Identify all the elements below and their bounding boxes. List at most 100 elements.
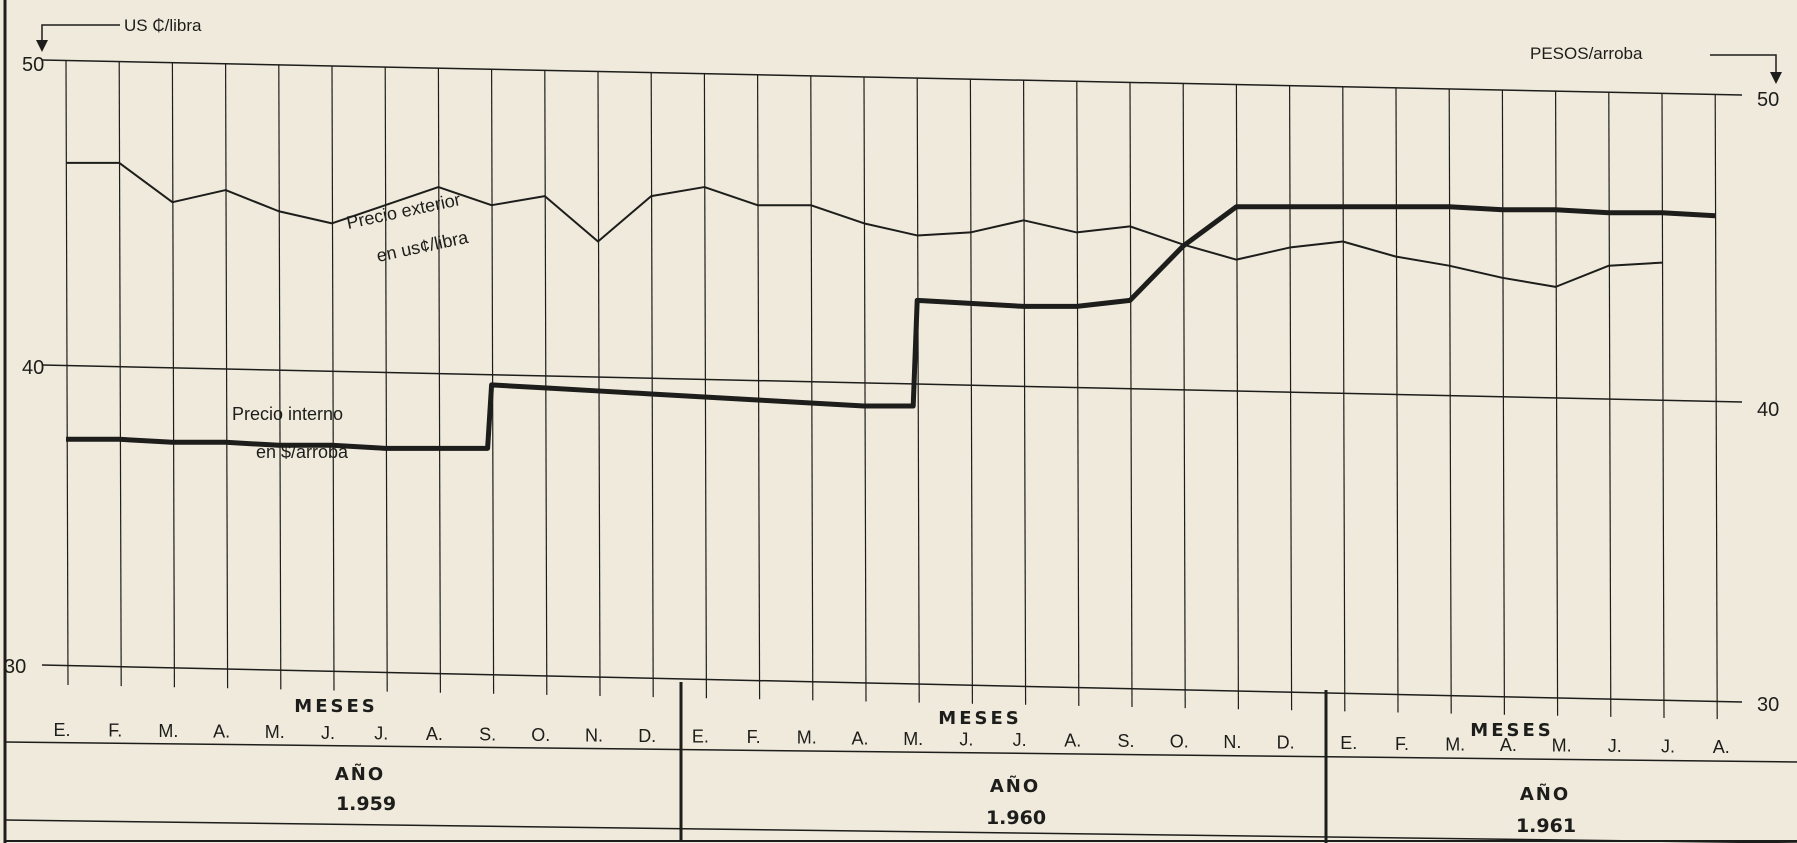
month-gridline [863, 76, 867, 702]
month-gridline [703, 73, 708, 699]
left-tick-50: 50 [22, 54, 44, 76]
month-label: A. [213, 722, 230, 742]
month-label: O. [1170, 732, 1189, 752]
month-gridline [650, 72, 654, 698]
month-gridline [65, 59, 69, 686]
meses-label-1960: MESES [938, 708, 1021, 729]
month-label: A. [1713, 737, 1730, 757]
month-gridlines [65, 59, 1718, 720]
month-label: E. [53, 720, 70, 740]
month-gridline [1182, 83, 1186, 709]
month-gridline [810, 75, 814, 701]
left-axis-arrow-head [36, 40, 48, 52]
month-label: A. [851, 728, 868, 748]
month-label: A. [1064, 730, 1081, 750]
month-gridline [1022, 79, 1027, 705]
year-row-divider [4, 819, 1797, 843]
year-title-1960: AÑO [990, 774, 1040, 797]
month-gridline [1395, 87, 1399, 713]
month-label: M. [1445, 734, 1465, 754]
month-label: J. [1661, 737, 1675, 757]
month-label: M. [265, 722, 285, 742]
month-label: J. [959, 729, 973, 749]
meses-label-1961: MESES [1470, 720, 1553, 741]
month-gridline [597, 70, 601, 697]
month-label: A. [1500, 735, 1517, 755]
month-gridline [225, 63, 229, 689]
month-label: A. [426, 724, 443, 744]
month-gridline [1288, 85, 1293, 711]
month-gridline [756, 74, 761, 700]
month-gridline [1076, 80, 1080, 706]
series-external-price-line [66, 161, 1663, 288]
month-label: J. [321, 723, 335, 743]
left-tick-40: 40 [22, 357, 44, 379]
year-value-1961: 1.961 [1516, 815, 1576, 837]
left-axis-arrow-line [41, 24, 120, 46]
month-label: N. [585, 726, 603, 746]
series-layer [66, 161, 1716, 451]
month-label: O. [531, 725, 550, 745]
month-gridline [1129, 81, 1133, 708]
month-label: M. [797, 728, 817, 748]
month-label: M. [1552, 735, 1572, 755]
month-label: N. [1223, 732, 1241, 752]
internal-price-label-line1: Precio interno [232, 404, 343, 424]
left-tick-30: 30 [4, 656, 26, 678]
month-gridline [1501, 89, 1506, 715]
internal-price-label-line2: en $/arroba [256, 442, 349, 462]
month-gridline [491, 68, 495, 694]
baseline-30 [41, 664, 1743, 703]
right-tick-30: 30 [1757, 694, 1779, 716]
month-gridline [916, 77, 920, 703]
top-gridline-50 [41, 59, 1743, 96]
left-axis-label: US ₵/libra [124, 16, 202, 35]
month-label: M. [158, 721, 178, 741]
external-price-label-line1: Precio exterior [345, 189, 463, 233]
month-label: E. [1340, 733, 1357, 753]
month-gridline [1554, 90, 1559, 716]
month-label: D. [638, 726, 656, 746]
right-axis-label: PESOS/arroba [1530, 44, 1643, 63]
month-label: S. [479, 724, 496, 744]
month-label: J. [1013, 730, 1027, 750]
month-label: F. [108, 721, 122, 741]
month-label: M. [903, 729, 923, 749]
right-axis-arrow-head [1770, 72, 1782, 84]
right-tick-40: 40 [1757, 399, 1779, 421]
month-gridline [969, 78, 974, 704]
month-label: F. [1395, 734, 1409, 754]
year-title-1959: AÑO [335, 762, 385, 785]
month-gridline [118, 61, 122, 687]
meses-label-1959: MESES [294, 696, 377, 717]
month-gridline [331, 65, 335, 691]
right-tick-50: 50 [1757, 89, 1779, 111]
month-gridline [1342, 86, 1346, 712]
month-label: D. [1277, 733, 1295, 753]
month-label: E. [692, 727, 709, 747]
month-gridline [544, 69, 548, 695]
month-gridline [1714, 94, 1718, 720]
month-gridline [171, 62, 175, 688]
month-gridline [1661, 92, 1665, 719]
gridline-40 [41, 364, 1743, 403]
month-label: F. [747, 727, 761, 747]
series-internal-price-line [66, 204, 1716, 451]
right-axis-arrow-line [1710, 54, 1777, 78]
month-gridline [437, 67, 441, 693]
month-label: S. [1117, 731, 1134, 751]
month-label: J. [1608, 736, 1622, 756]
month-gridline [384, 66, 388, 692]
year-value-1960: 1.960 [986, 807, 1046, 829]
month-gridline [278, 64, 282, 690]
month-label: J. [374, 723, 388, 743]
month-gridline [1235, 84, 1240, 710]
month-gridline [1608, 91, 1612, 717]
month-labels: E. F. M. A. M. J. J. A. S. O. N. D. E. F. M. A. M. J. J. A.… [53, 720, 1729, 757]
month-gridline [1448, 88, 1452, 714]
year-value-1959: 1.959 [336, 793, 396, 815]
month-row-divider [4, 741, 1797, 763]
chart-frame [3, 0, 1797, 843]
external-price-label-line2: en us¢/libra [375, 227, 471, 266]
